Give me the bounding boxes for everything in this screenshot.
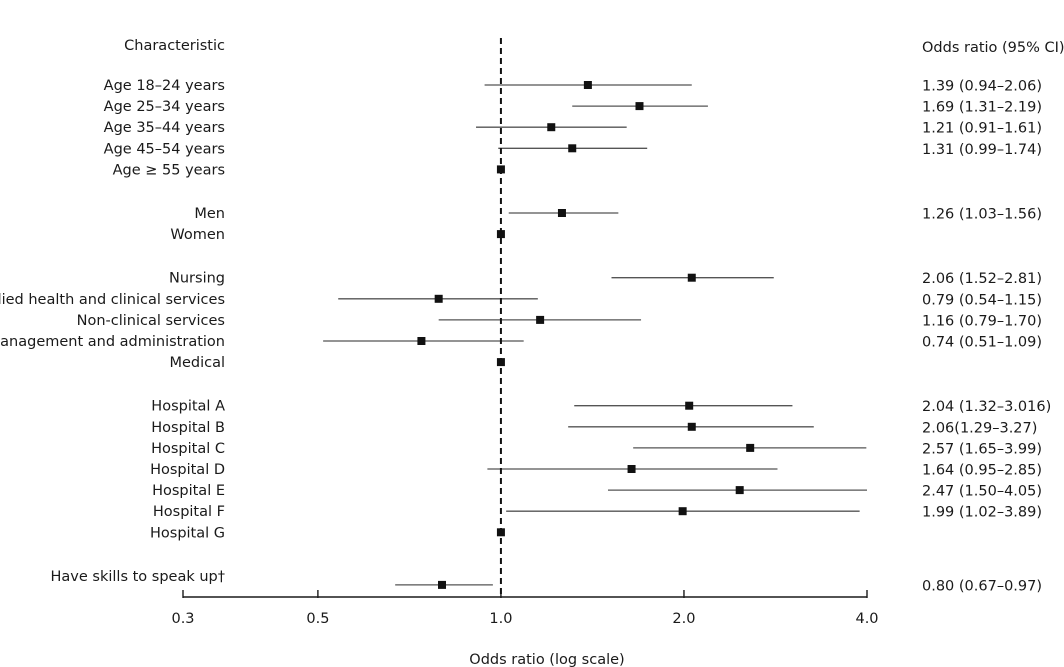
or-ci-text: 2.04 (1.32–3.016) <box>922 399 1051 415</box>
row-label: Hospital G <box>150 525 225 541</box>
or-marker <box>417 337 426 345</box>
or-marker <box>687 273 696 282</box>
or-ci-text: 1.39 (0.94–2.06) <box>922 79 1042 95</box>
forest-row: Nursing 2.06 (1.52–2.81) <box>169 271 1042 288</box>
x-axis-title: Odds ratio (log scale) <box>469 652 624 667</box>
row-label: Hospital D <box>150 462 225 478</box>
or-marker <box>685 401 694 410</box>
forest-row: Non-clinical services 1.16 (0.79–1.70) <box>77 313 1042 330</box>
left-header: Characteristic <box>124 38 225 54</box>
row-label: Have skills to speak up† <box>51 569 225 585</box>
or-ci-text: 1.31 (0.99–1.74) <box>922 142 1042 158</box>
forest-row: Hospital D 1.64 (0.95–2.85) <box>150 462 1042 479</box>
or-marker <box>678 507 687 516</box>
forest-row: Hospital E 2.47 (1.50–4.05) <box>152 483 1042 500</box>
or-ci-text: 0.74 (0.51–1.09) <box>922 335 1042 351</box>
x-tick-label: 2.0 <box>672 611 695 627</box>
forest-row: Hospital F 1.99 (1.02–3.89) <box>153 504 1042 521</box>
forest-row: Hospital G <box>150 525 505 541</box>
or-marker <box>434 294 443 303</box>
forest-row: Medical <box>169 355 505 371</box>
row-label: Age ≥ 55 years <box>113 162 225 178</box>
row-label: Nursing <box>169 271 225 287</box>
forest-row: Age 45–54 years 1.31 (0.99–1.74) <box>104 141 1042 158</box>
forest-row: Hospital C 2.57 (1.65–3.99) <box>151 441 1042 458</box>
forest-row: Age 18–24 years 1.39 (0.94–2.06) <box>104 78 1042 95</box>
forest-row: Men 1.26 (1.03–1.56) <box>194 206 1042 223</box>
right-header: Odds ratio (95% CI) <box>922 40 1064 56</box>
row-label: Age 25–34 years <box>104 99 225 115</box>
or-ci-text: 2.06(1.29–3.27) <box>922 420 1037 436</box>
row-label: Hospital C <box>151 441 225 457</box>
row-label: Hospital E <box>152 483 225 499</box>
or-ci-text: 2.57 (1.65–3.99) <box>922 441 1042 457</box>
forest-row: Allied health and clinical services 0.79 … <box>0 292 1042 309</box>
row-label: Non-clinical services <box>77 313 225 329</box>
x-tick-label: 1.0 <box>489 611 512 627</box>
or-marker <box>557 209 566 217</box>
or-ci-text: 1.16 (0.79–1.70) <box>922 313 1042 329</box>
rows-layer: Age 18–24 years 1.39 (0.94–2.06) Age 25–34… <box>0 78 1051 594</box>
or-ci-text: 2.06 (1.52–2.81) <box>922 271 1042 287</box>
row-label: Age 35–44 years <box>104 120 225 136</box>
or-marker <box>496 230 505 239</box>
row-label: Hospital B <box>151 420 225 436</box>
forest-row: Management and administration 0.74 (0.51–… <box>0 334 1042 351</box>
row-label: Hospital F <box>153 504 225 520</box>
forest-row: Age ≥ 55 years <box>113 162 505 178</box>
or-marker <box>746 443 755 452</box>
row-label: Management and administration <box>0 334 225 350</box>
or-ci-text: 2.47 (1.50–4.05) <box>922 484 1042 500</box>
forest-row: Age 35–44 years 1.21 (0.91–1.61) <box>104 120 1042 137</box>
or-marker <box>687 422 696 431</box>
ticks-layer: 0.3 0.5 1.0 2.0 4.0 <box>171 590 879 627</box>
or-ci-text: 1.69 (1.31–2.19) <box>922 100 1042 116</box>
forest-row: Hospital A 2.04 (1.32–3.016) <box>151 399 1051 416</box>
row-label: Age 45–54 years <box>104 141 225 157</box>
or-marker <box>568 144 577 153</box>
row-label: Allied health and clinical services <box>0 292 225 308</box>
or-marker <box>635 102 644 111</box>
or-ci-text: 0.79 (0.54–1.15) <box>922 292 1042 308</box>
or-ci-text: 1.99 (1.02–3.89) <box>922 505 1042 521</box>
or-ci-text: 0.80 (0.67–0.97) <box>922 578 1042 594</box>
or-marker <box>583 81 592 89</box>
or-marker <box>735 486 744 495</box>
forest-row: Women <box>170 227 505 243</box>
or-ci-text: 1.26 (1.03–1.56) <box>922 207 1042 223</box>
or-ci-text: 1.64 (0.95–2.85) <box>922 463 1042 479</box>
or-ci-text: 1.21 (0.91–1.61) <box>922 121 1042 137</box>
row-label: Age 18–24 years <box>104 78 225 94</box>
x-tick-label: 4.0 <box>855 611 878 627</box>
or-marker <box>536 315 545 324</box>
x-tick-label: 0.5 <box>306 611 329 627</box>
row-label: Hospital A <box>151 399 225 415</box>
forest-row: Have skills to speak up† 0.80 (0.67–0.97) <box>51 569 1043 595</box>
row-label: Men <box>194 206 225 222</box>
row-label: Medical <box>169 355 225 371</box>
forest-row: Hospital B 2.06(1.29–3.27) <box>151 420 1037 437</box>
row-label: Women <box>170 227 225 243</box>
x-tick-label: 0.3 <box>171 611 194 627</box>
or-marker <box>627 465 636 473</box>
or-marker <box>547 123 556 132</box>
or-marker <box>438 580 447 589</box>
forest-row: Age 25–34 years 1.69 (1.31–2.19) <box>104 99 1042 116</box>
